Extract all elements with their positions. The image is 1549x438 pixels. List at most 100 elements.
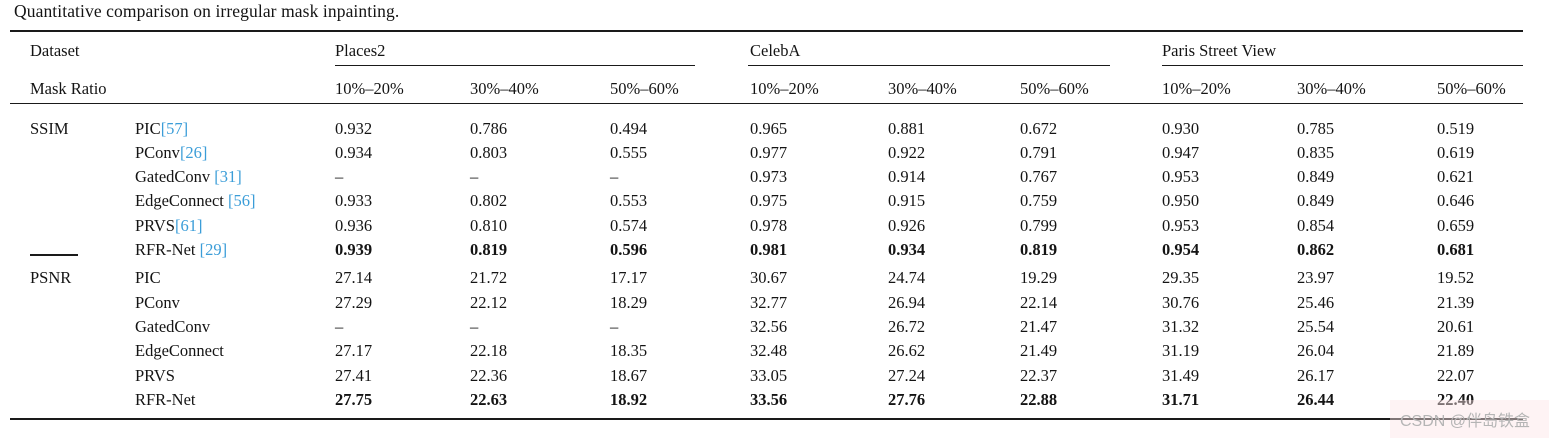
value-cell: 0.934 <box>335 142 373 162</box>
value-cell: 30.76 <box>1162 292 1200 312</box>
value-cell: 25.46 <box>1297 292 1335 312</box>
value-cell: 0.681 <box>1437 240 1475 259</box>
citation-link[interactable]: [31] <box>214 167 242 187</box>
value-cell: 0.936 <box>335 215 373 235</box>
table-row: PConv[26] 0.934 0.803 0.555 0.977 0.922 0.791 0… <box>0 140 1549 165</box>
value-cell: 0.659 <box>1437 215 1475 235</box>
table-row: RFR-Net 27.75 22.63 18.92 33.56 27.76 22.88 31.… <box>0 387 1549 412</box>
method-name: GatedConv [31] <box>135 167 242 187</box>
value-cell: 0.819 <box>470 240 508 259</box>
table-row: GatedConv – – – 32.56 26.72 21.47 31.32 25.54 20.… <box>0 314 1549 339</box>
value-cell: 21.39 <box>1437 292 1475 312</box>
value-cell: 0.849 <box>1297 191 1335 211</box>
value-cell: – <box>470 167 479 187</box>
value-cell: 0.791 <box>1020 142 1058 162</box>
table-row: PSNR PIC 27.14 21.72 17.17 30.67 24.74 19.29 29.… <box>0 265 1549 290</box>
dataset-group-places2: Places2 <box>335 41 386 60</box>
value-cell: 22.63 <box>470 389 508 409</box>
value-cell: 0.785 <box>1297 118 1335 138</box>
ratio-label: 50%–60% <box>610 79 679 98</box>
method-name: GatedConv <box>135 316 211 336</box>
value-cell: 0.930 <box>1162 118 1200 138</box>
citation-link[interactable]: [57] <box>160 118 189 138</box>
value-cell: – <box>610 316 619 336</box>
header-body-rule <box>10 102 1523 105</box>
value-cell: 0.934 <box>888 240 926 259</box>
value-cell: 26.72 <box>888 316 926 336</box>
value-cell: 0.854 <box>1297 215 1335 235</box>
mask-ratio-header-label: Mask Ratio <box>30 79 107 98</box>
metric-label: SSIM <box>30 118 69 138</box>
value-cell: 31.32 <box>1162 316 1200 336</box>
citation-link[interactable]: [26] <box>179 142 208 162</box>
method-name: PRVS <box>135 365 175 385</box>
method-name: PConv[26] <box>135 142 208 162</box>
citation-link[interactable]: [56] <box>228 191 256 211</box>
value-cell: 31.19 <box>1162 341 1200 361</box>
value-cell: 19.52 <box>1437 268 1475 288</box>
value-cell: 0.835 <box>1297 142 1335 162</box>
value-cell: 27.75 <box>335 389 373 409</box>
value-cell: 0.914 <box>888 167 926 187</box>
value-cell: 22.37 <box>1020 365 1058 385</box>
value-cell: 27.76 <box>888 389 926 409</box>
places2-group-rule <box>335 65 695 67</box>
citation-link[interactable]: [29] <box>199 240 228 259</box>
value-cell: 32.56 <box>750 316 788 336</box>
value-cell: 0.954 <box>1162 240 1200 259</box>
value-cell: 0.574 <box>610 215 648 235</box>
value-cell: 0.973 <box>750 167 788 187</box>
value-cell: 19.29 <box>1020 268 1058 288</box>
value-cell: 26.94 <box>888 292 926 312</box>
value-cell: 29.35 <box>1162 268 1200 288</box>
value-cell: 0.975 <box>750 191 788 211</box>
value-cell: 18.29 <box>610 292 648 312</box>
citation-link[interactable]: [61] <box>174 215 203 235</box>
value-cell: 0.977 <box>750 142 788 162</box>
value-cell: 0.881 <box>888 118 926 138</box>
value-cell: 22.14 <box>1020 292 1058 312</box>
table-caption: Quantitative comparison on irregular mas… <box>14 1 400 21</box>
value-cell: 0.621 <box>1437 167 1475 187</box>
value-cell: 0.494 <box>610 118 648 138</box>
dataset-group-celeba: CelebA <box>750 41 801 60</box>
value-cell: 0.978 <box>750 215 788 235</box>
value-cell: – <box>335 167 344 187</box>
value-cell: 0.862 <box>1297 240 1335 259</box>
value-cell: 0.802 <box>470 191 508 211</box>
method-name: EdgeConnect <box>135 341 224 361</box>
ratio-label: 30%–40% <box>1297 79 1366 98</box>
value-cell: 0.953 <box>1162 167 1200 187</box>
value-cell: – <box>470 316 479 336</box>
value-cell: 27.24 <box>888 365 926 385</box>
ratio-label: 10%–20% <box>1162 79 1231 98</box>
value-cell: 0.672 <box>1020 118 1058 138</box>
value-cell: 0.553 <box>610 191 648 211</box>
value-cell: – <box>335 316 344 336</box>
value-cell: 22.07 <box>1437 365 1475 385</box>
csdn-watermark: CSDN @伴岛铁盒 <box>1400 413 1531 430</box>
ratio-label: 50%–60% <box>1437 79 1506 98</box>
value-cell: 33.05 <box>750 365 788 385</box>
method-name: PIC[57] <box>135 118 189 138</box>
value-cell: 18.67 <box>610 365 648 385</box>
value-cell: 0.555 <box>610 142 648 162</box>
value-cell: 0.803 <box>470 142 508 162</box>
method-name: RFR-Net <box>135 389 196 409</box>
value-cell: 21.47 <box>1020 316 1058 336</box>
table-row: GatedConv [31] – – – 0.973 0.914 0.767 0.953 0.8… <box>0 164 1549 189</box>
value-cell: 17.17 <box>610 268 648 288</box>
value-cell: 18.92 <box>610 389 648 409</box>
value-cell: 22.40 <box>1437 389 1475 409</box>
value-cell: 30.67 <box>750 268 788 288</box>
table-top-rule <box>10 30 1523 32</box>
value-cell: 27.14 <box>335 268 373 288</box>
value-cell: 27.17 <box>335 341 373 361</box>
value-cell: 0.849 <box>1297 167 1335 187</box>
celeba-group-rule <box>748 65 1110 67</box>
value-cell: 22.36 <box>470 365 508 385</box>
value-cell: 0.933 <box>335 191 373 211</box>
value-cell: 18.35 <box>610 341 648 361</box>
value-cell: 0.767 <box>1020 167 1058 187</box>
value-cell: 20.61 <box>1437 316 1475 336</box>
